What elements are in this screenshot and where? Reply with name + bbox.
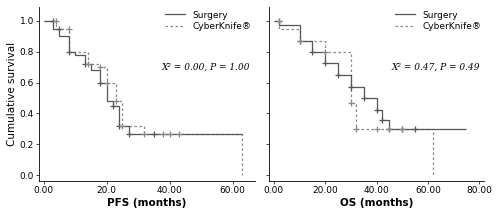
Text: X² = 0.00, P = 1.00: X² = 0.00, P = 1.00 bbox=[162, 63, 250, 72]
X-axis label: PFS (months): PFS (months) bbox=[107, 198, 186, 208]
Legend: Surgery, CyberKnife®: Surgery, CyberKnife® bbox=[162, 7, 255, 34]
Y-axis label: Cumulative survival: Cumulative survival bbox=[7, 42, 17, 146]
X-axis label: OS (months): OS (months) bbox=[340, 198, 413, 208]
Text: X² = 0.47, P = 0.49: X² = 0.47, P = 0.49 bbox=[392, 63, 480, 72]
Legend: Surgery, CyberKnife®: Surgery, CyberKnife® bbox=[392, 7, 484, 34]
